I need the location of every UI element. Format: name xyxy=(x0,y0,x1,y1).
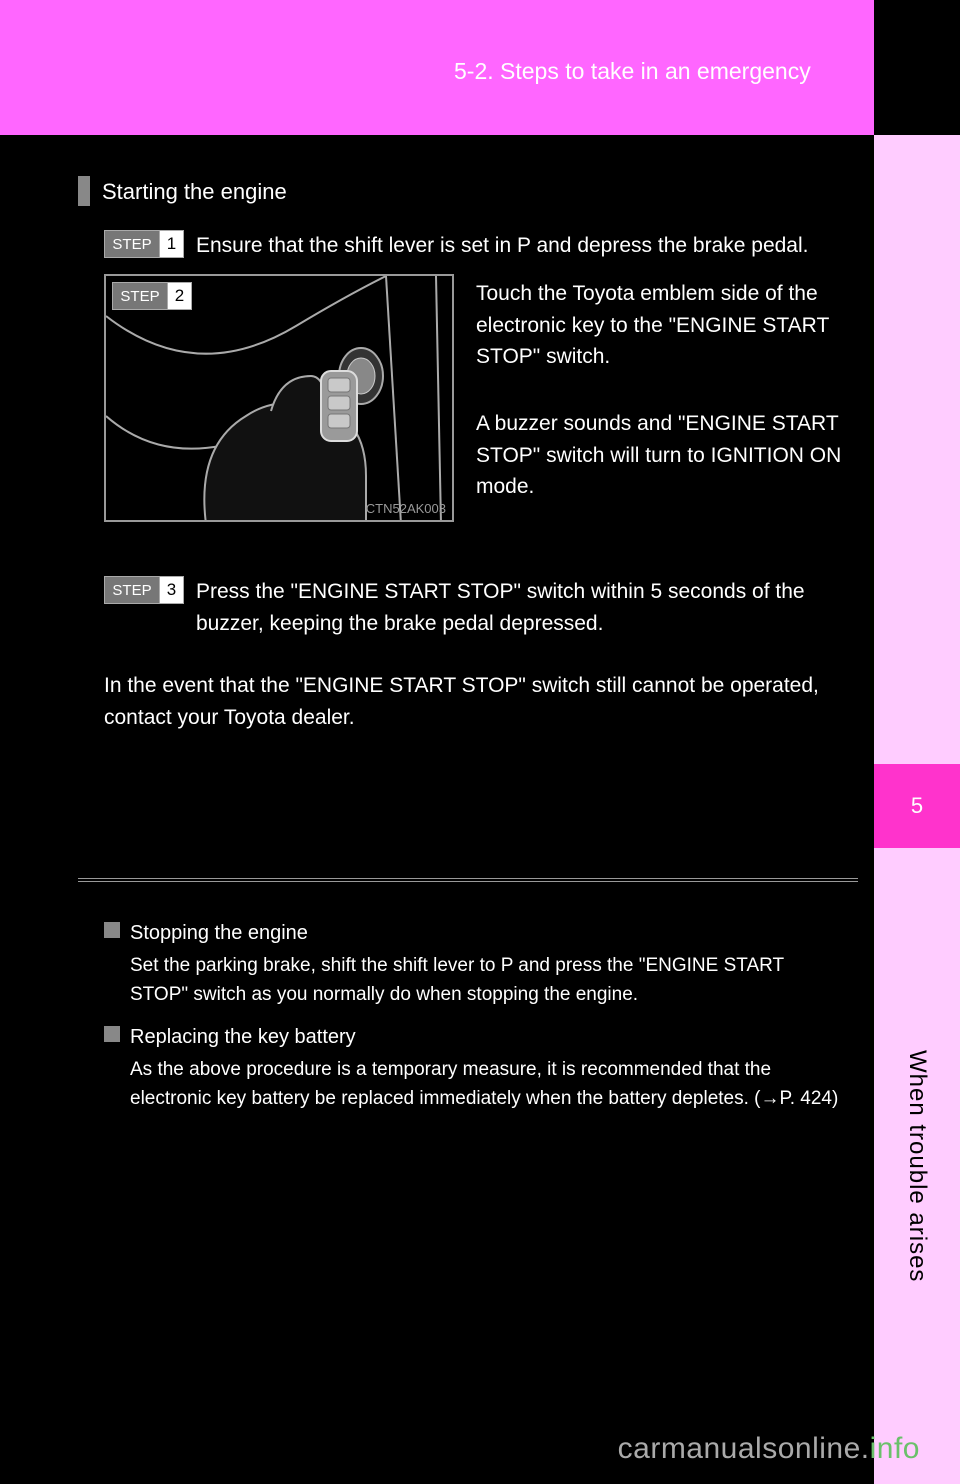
side-label: When trouble arises xyxy=(903,1050,931,1282)
step-badge-2: STEP 2 xyxy=(112,282,192,310)
watermark-suffix: info xyxy=(870,1432,920,1465)
note-bullet-2 xyxy=(104,1026,120,1042)
after-text: In the event that the "ENGINE START STOP… xyxy=(104,670,844,733)
step-number-2: 2 xyxy=(167,282,192,310)
illustration: CTN52AK003 xyxy=(104,274,454,522)
note2-body: As the above procedure is a temporary me… xyxy=(130,1056,846,1113)
step-label: STEP xyxy=(104,230,159,258)
note1-body: Set the parking brake, shift the shift l… xyxy=(130,952,846,1009)
divider xyxy=(78,878,858,882)
side-strip-lower: When trouble arises xyxy=(874,848,960,1484)
chapter-tab-number: 5 xyxy=(911,793,923,819)
watermark: carmanualsonline.info xyxy=(618,1432,920,1466)
chapter-tab: 5 xyxy=(874,764,960,848)
step2-text-a: Touch the Toyota emblem side of the elec… xyxy=(476,278,846,373)
illustration-code: CTN52AK003 xyxy=(366,501,446,516)
section-title: 5-2. Steps to take in an emergency xyxy=(454,58,811,85)
watermark-prefix: carmanualsonline. xyxy=(618,1432,870,1465)
step-number-1: 1 xyxy=(159,230,184,258)
note2-title: Replacing the key battery xyxy=(130,1022,356,1052)
step-badge-1: STEP 1 xyxy=(104,230,184,258)
step-badge-3: STEP 3 xyxy=(104,576,184,604)
note-bullet-1 xyxy=(104,922,120,938)
key-fob-illustration xyxy=(106,276,454,522)
note1-title: Stopping the engine xyxy=(130,918,308,948)
side-strip-upper xyxy=(874,135,960,765)
subhead-bar xyxy=(78,176,90,206)
step-number-3: 3 xyxy=(159,576,184,604)
subhead: Starting the engine xyxy=(102,179,287,205)
step3-text: Press the "ENGINE START STOP" switch wit… xyxy=(196,576,846,639)
step1-text: Ensure that the shift lever is set in P … xyxy=(196,230,836,262)
step-label: STEP xyxy=(112,282,167,310)
step-label: STEP xyxy=(104,576,159,604)
step2-text-b: A buzzer sounds and "ENGINE START STOP" … xyxy=(476,408,846,503)
